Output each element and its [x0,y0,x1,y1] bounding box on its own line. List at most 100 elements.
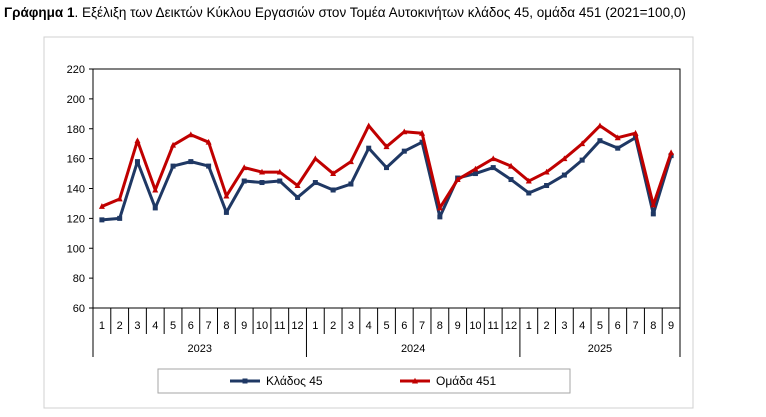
data-point [472,165,479,172]
data-point [241,164,248,171]
legend-swatch-marker [242,378,248,384]
chart-area-frame [43,36,694,409]
x-tick-label: 3 [348,320,354,332]
x-group-label: 2024 [401,343,425,355]
data-point [366,145,372,151]
x-tick-label: 1 [312,320,318,332]
series-2 [98,122,675,211]
series-layer [98,122,675,223]
x-tick-label: 7 [632,320,638,332]
x-tick-label: 12 [505,320,517,332]
x-tick-label: 7 [419,320,425,332]
data-point [490,155,497,162]
x-tick-label: 1 [526,320,532,332]
x-tick-label: 9 [668,320,674,332]
x-tick-label: 8 [437,320,443,332]
x-tick-label: 3 [134,320,140,332]
data-point [472,171,478,177]
data-point [614,134,621,141]
y-tick-label: 80 [73,273,85,285]
legend-label: Κλάδος 45 [266,374,323,388]
y-tick-label: 140 [67,184,85,196]
data-point [384,165,389,171]
x-tick-label: 11 [274,320,285,332]
x-tick-label: 5 [170,320,176,332]
data-point [650,211,656,217]
data-point [312,155,319,162]
x-tick-label: 4 [152,320,158,332]
data-point [596,122,603,129]
x-tick-label: 6 [615,320,621,332]
data-point [525,177,532,184]
legend-label: Ομάδα 451 [436,374,496,388]
data-point [152,205,158,211]
data-point [668,149,675,156]
x-tick-label: 10 [256,320,268,332]
data-point [508,162,515,169]
x-tick-label: 4 [366,320,372,332]
data-point [597,138,603,144]
x-tick-label: 8 [650,320,656,332]
data-point [258,168,265,175]
x-tick-label: 9 [241,320,247,332]
data-point [508,177,514,183]
x-tick-label: 5 [597,320,603,332]
data-point [170,141,177,148]
data-point [134,159,140,165]
data-point [543,168,550,175]
data-point [170,163,176,169]
x-tick-label: 12 [291,320,303,332]
data-point [365,122,372,129]
data-point [223,192,230,199]
data-point [206,163,212,169]
x-tick-label: 1 [99,320,105,332]
data-point [295,194,301,200]
x-tick-label: 2 [544,320,550,332]
figure-caption-text: . Εξέλιξη των Δεικτών Κύκλου Εργασιών στ… [74,5,686,20]
x-group-label: 2023 [187,343,211,355]
data-point [116,195,123,202]
data-point [526,190,532,196]
data-point [241,178,247,184]
data-point [259,180,265,186]
x-tick-label: 2 [117,320,123,332]
data-point [490,165,496,171]
data-point [330,187,336,193]
x-group-label: 2025 [588,343,612,355]
data-point [152,186,159,193]
data-point [436,204,443,211]
y-tick-label: 100 [67,243,85,255]
data-point [277,178,283,184]
data-point [205,138,212,145]
data-point [188,159,194,165]
data-point [579,157,585,163]
data-point [348,181,354,187]
data-point [330,170,337,177]
data-point [134,137,141,144]
data-point [276,168,283,175]
data-point [98,203,105,209]
data-point [561,155,568,162]
legend-swatch-marker [412,377,418,384]
legend: Κλάδος 45 Ομάδα 451 [157,368,571,394]
figure-caption: Γράφημα 1. Εξέλιξη των Δεικτών Κύκλου Ερ… [4,5,686,20]
data-point [650,201,657,208]
data-point [544,183,550,189]
data-point [294,182,301,188]
x-tick-label: 3 [561,320,567,332]
data-point [437,214,443,220]
data-point [347,158,354,165]
data-point [454,176,461,183]
data-point [579,140,586,147]
data-point [401,148,407,154]
x-tick-label: 2 [330,320,336,332]
data-point [615,145,621,151]
data-point [632,129,639,136]
legend-box [157,368,571,394]
data-point [187,131,194,138]
x-tick-label: 7 [206,320,212,332]
x-tick-label: 6 [188,320,194,332]
x-tick-label: 4 [579,320,585,332]
